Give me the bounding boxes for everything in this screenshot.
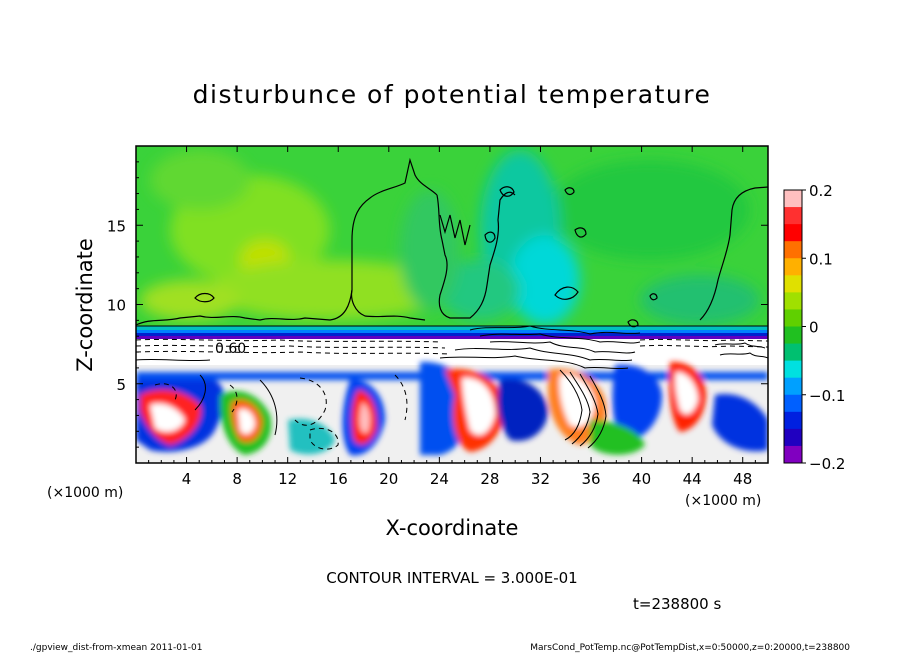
y-tick-label: 10	[107, 297, 126, 315]
x-tick-label: 12	[278, 470, 297, 488]
colorbar-swatch	[784, 377, 802, 396]
plot-area: 0.60	[136, 146, 768, 463]
y-axis-label: Z-coordinate	[73, 238, 97, 372]
x-axis-unit: (×1000 m)	[685, 493, 761, 509]
y-axis-ticks: 5 10 15	[107, 161, 768, 448]
colorbar-swatch	[784, 394, 802, 413]
colorbar-tick-label: −0.1	[809, 387, 845, 405]
y-axis-unit: (×1000 m)	[47, 485, 123, 501]
x-tick-label: 36	[581, 470, 600, 488]
contour-interval-note: CONTOUR INTERVAL = 3.000E-01	[326, 569, 577, 587]
x-axis-label: X-coordinate	[386, 516, 519, 540]
time-note: t=238800 s	[633, 595, 721, 613]
colorbar-swatch	[784, 309, 802, 327]
x-tick-label: 44	[683, 470, 702, 488]
colorbar-swatch	[784, 343, 802, 362]
colorbar-swatch	[784, 258, 802, 276]
footer-right: MarsCond_PotTemp.nc@PotTempDist,x=0:5000…	[530, 643, 850, 653]
contour-label: 0.60	[215, 341, 246, 357]
colorbar-swatch	[784, 428, 802, 447]
colorbar-tick-label: 0	[809, 319, 819, 337]
x-tick-label: 28	[480, 470, 499, 488]
chart-title: disturbunce of potential temperature	[193, 80, 712, 109]
colorbar-swatch	[784, 207, 802, 225]
colorbar-tick-label: −0.2	[809, 455, 845, 473]
colorbar-swatch	[784, 445, 802, 464]
colorbar-swatch	[784, 241, 802, 259]
x-tick-label: 24	[430, 470, 449, 488]
colorbar-swatch	[784, 411, 802, 430]
x-tick-label: 48	[733, 470, 752, 488]
colorbar-ticks: 0.2 0.1 0 −0.1 −0.2	[802, 182, 845, 473]
colorbar-swatch	[784, 275, 802, 293]
colorbar-swatch	[784, 326, 802, 345]
x-tick-label: 20	[379, 470, 398, 488]
x-tick-label: 8	[232, 470, 242, 488]
x-tick-label: 40	[632, 470, 651, 488]
colorbar-tick-label: 0.1	[809, 250, 833, 268]
colorbar-tick-label: 0.2	[809, 182, 833, 200]
x-axis-ticks: 4 8 12 16 20 24 28 32 36 40 44 48	[148, 146, 756, 488]
x-tick-label: 32	[531, 470, 550, 488]
y-tick-label: 5	[116, 376, 126, 394]
x-tick-label: 16	[329, 470, 348, 488]
colorbar-swatch	[784, 292, 802, 310]
x-tick-label: 4	[182, 470, 192, 488]
colorbar-swatch	[784, 360, 802, 379]
colorbar-swatch	[784, 190, 802, 208]
footer-left: ./gpview_dist-from-xmean 2011-01-01	[30, 643, 202, 653]
colorbar	[784, 190, 802, 464]
colorbar-swatch	[784, 224, 802, 242]
y-tick-label: 15	[107, 217, 126, 235]
